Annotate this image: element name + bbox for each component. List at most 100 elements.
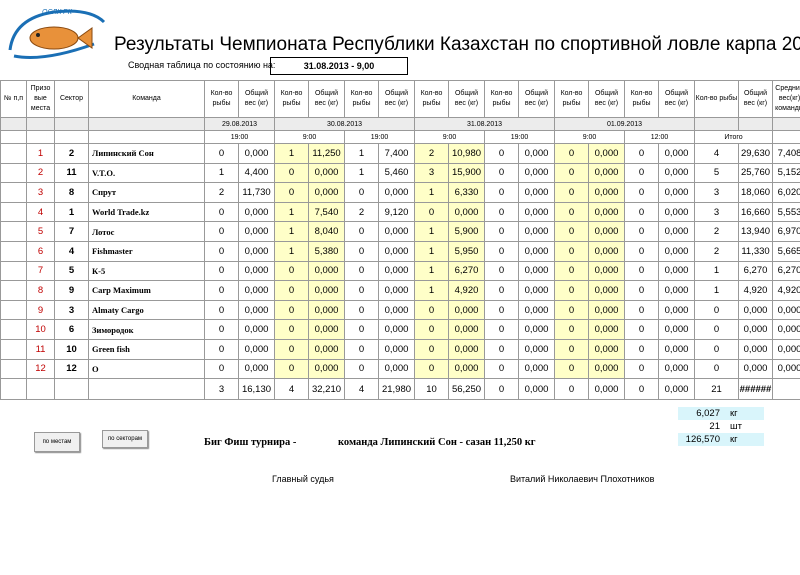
time-header: 9:00	[274, 130, 345, 144]
score-cell: 0	[554, 201, 589, 223]
avg-weight-cell: 4,920	[772, 280, 800, 301]
score-cell: 0,000	[588, 240, 625, 262]
sector-cell: 12	[54, 358, 89, 380]
score-cell: 1	[414, 221, 449, 242]
sort-by-sector-button[interactable]: по секторам	[102, 430, 148, 448]
score-cell: 0,000	[588, 162, 625, 184]
score-cell: 0	[274, 162, 309, 184]
sector-cell: 11	[54, 162, 89, 184]
score-cell: 0,000	[518, 143, 555, 164]
score-cell: 0,000	[518, 240, 555, 262]
score-cell: 0	[554, 280, 589, 301]
sector-cell: 2	[54, 143, 89, 164]
score-cell: 0	[624, 319, 659, 340]
total-weight-cell: 0,000	[738, 358, 773, 380]
table-row: 8 9 Carp Maximum 0 0,000 0 0,000 0 0,000 1 4,920 0 0…	[0, 280, 800, 301]
score-cell: 4,920	[448, 280, 485, 301]
row-num-cell	[0, 143, 27, 164]
total-cell: 4	[274, 378, 309, 401]
bigfish-text: команда Липинский Сон - сазан 11,250 кг	[338, 437, 536, 448]
score-cell: 0	[484, 162, 519, 184]
header-count: Кол-во рыбы	[414, 80, 449, 118]
date-header: 30.08.2013	[274, 117, 415, 131]
row-num-cell	[0, 182, 27, 203]
total-count-cell: 3	[694, 201, 739, 223]
score-cell: 1	[414, 260, 449, 282]
score-cell: 0	[344, 260, 379, 282]
score-cell: 0	[204, 143, 239, 164]
score-cell: 2	[344, 201, 379, 223]
score-cell: 0,000	[238, 221, 275, 242]
score-cell: 1	[344, 162, 379, 184]
score-cell: 0	[344, 221, 379, 242]
score-cell: 0	[554, 358, 589, 380]
team-cell: Green fish	[88, 338, 205, 360]
score-cell: 1	[414, 240, 449, 262]
judge-label: Главный судья	[272, 474, 334, 484]
status-date-box: 31.08.2013 - 9,00	[270, 57, 408, 75]
score-cell: 0,000	[308, 358, 345, 380]
score-cell: 0,000	[658, 358, 695, 380]
table-row: 3 8 Спрут 2 11,730 0 0,000 0 0,000 1 6,330 0 0,000 0 0…	[0, 182, 800, 203]
score-cell: 0,000	[308, 182, 345, 203]
header-total-count: Кол-во рыбы	[694, 80, 739, 118]
total-header: Итого	[694, 130, 773, 144]
time-header: 19:00	[204, 130, 275, 144]
score-cell: 0,000	[518, 338, 555, 360]
total-weight-cell: 18,060	[738, 182, 773, 203]
score-cell: 1	[274, 201, 309, 223]
total-weight-cell: 0,000	[738, 319, 773, 340]
date-header: 01.09.2013	[554, 117, 695, 131]
score-cell: 0,000	[588, 358, 625, 380]
header-team: Команда	[88, 80, 205, 118]
score-cell: 1	[274, 143, 309, 164]
team-cell: Зимородок	[88, 319, 205, 340]
score-cell: 0,000	[658, 201, 695, 223]
place-cell: 4	[26, 201, 55, 223]
row-num-cell	[0, 338, 27, 360]
total-cell: 0,000	[658, 378, 695, 401]
score-cell: 0	[484, 240, 519, 262]
sort-by-place-button[interactable]: по местам	[34, 432, 80, 452]
score-cell: 0,000	[378, 319, 415, 340]
total-weight-cell: 13,940	[738, 221, 773, 242]
score-cell: 0	[484, 260, 519, 282]
bigfish-label: Биг Фиш турнира -	[204, 437, 297, 448]
score-cell: 0,000	[588, 280, 625, 301]
score-cell: 6,270	[448, 260, 485, 282]
score-cell: 0,000	[588, 319, 625, 340]
team-cell: World Trade.kz	[88, 201, 205, 223]
score-cell: 0,000	[518, 221, 555, 242]
header-avg: Средний вес(кг) команды	[772, 80, 800, 118]
total-weight-cell: 16,660	[738, 201, 773, 223]
row-num-cell	[0, 319, 27, 340]
score-cell: 0,000	[658, 338, 695, 360]
score-cell: 0	[274, 260, 309, 282]
score-cell: 1	[274, 221, 309, 242]
table-row: 6 4 Fishmaster 0 0,000 1 5,380 0 0,000 1 5,950 0 0,0…	[0, 240, 800, 262]
sector-cell: 1	[54, 201, 89, 223]
score-cell: 1	[414, 280, 449, 301]
logo: ОСЛК РК	[4, 4, 108, 64]
score-cell: 0,000	[518, 182, 555, 203]
score-cell: 0,000	[448, 319, 485, 340]
summary-avg-weight: 6,027	[678, 407, 724, 420]
score-cell: 5,950	[448, 240, 485, 262]
score-cell: 1	[344, 143, 379, 164]
summary-fish-count: 21	[709, 421, 720, 432]
header-weight: Общий вес (кг)	[658, 80, 695, 118]
place-cell: 10	[26, 319, 55, 340]
place-cell: 11	[26, 338, 55, 360]
score-cell: 0	[414, 319, 449, 340]
score-cell: 0	[344, 182, 379, 203]
score-cell: 2	[414, 143, 449, 164]
row-num-cell	[0, 162, 27, 184]
score-cell: 6,330	[448, 182, 485, 203]
team-cell: Липинский Сон	[88, 143, 205, 164]
score-cell: 0	[204, 280, 239, 301]
total-count-cell: 0	[694, 299, 739, 321]
summary-unit: шт	[730, 421, 742, 432]
table-row: 7 5 К-5 0 0,000 0 0,000 0 0,000 1 6,270 0 0,000 0 0,00…	[0, 260, 800, 282]
summary-unit: кг	[724, 407, 764, 420]
score-cell: 7,540	[308, 201, 345, 223]
